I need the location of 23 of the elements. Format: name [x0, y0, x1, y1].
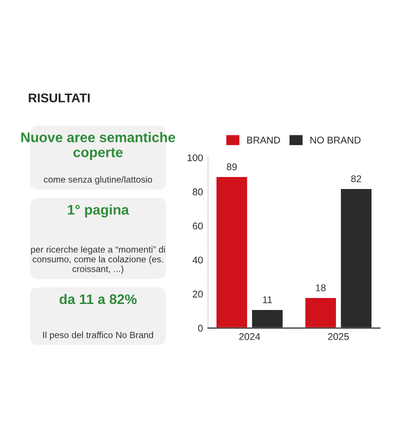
legend-label: BRAND [247, 136, 280, 144]
bar [215, 176, 248, 328]
data-label: 89 [226, 163, 237, 170]
text: da 11 a 82% [60, 294, 137, 304]
text: Il peso del traffico No Brand [43, 332, 154, 340]
y-tick-label: 80 [192, 188, 203, 196]
text: come senza glutine/lattosio [44, 176, 152, 184]
y-tick-label: 20 [192, 290, 203, 298]
y-tick-label: 40 [192, 256, 203, 264]
legend-label: NO BRAND [310, 136, 361, 144]
x-tick-label: 2025 [328, 333, 349, 340]
text: Nuove aree semantiche coperte [21, 132, 176, 160]
bar [304, 296, 338, 328]
data-label: 18 [316, 284, 326, 292]
text: RISULTATI [28, 94, 90, 102]
data-label: 82 [351, 175, 362, 182]
y-tick-label: 60 [192, 222, 203, 230]
text: per ricerche legate a “momenti” di consumo, come la colazione (es. croissant, ...) [31, 246, 165, 274]
y-tick-label: 100 [188, 154, 203, 162]
x-tick-label: 2024 [239, 333, 260, 340]
data-label: 11 [263, 296, 272, 304]
y-tick-label: 0 [198, 324, 203, 332]
text: 1° pagina [68, 204, 130, 218]
